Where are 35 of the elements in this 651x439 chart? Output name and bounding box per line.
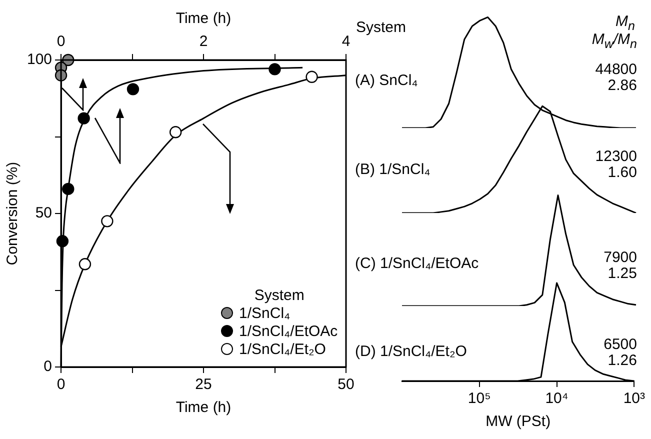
annotation: (B) 1/SnCl₄ [355,161,430,178]
x2-axis-title: Time (h) [176,10,232,28]
annotation: (D) 1/SnCl₄/Et₂O [355,343,467,360]
annotation: 1.60 [608,164,637,181]
annotation: 44800 [595,61,637,78]
x-tick-label: 25 [195,376,212,394]
annotation: 1.25 [608,265,637,282]
annotation: 1.26 [608,352,637,369]
x2-tick-label: 0 [56,33,66,50]
legend-label: 1/SnCl₄/Et₂O [239,341,326,358]
y-tick-label: 50 [35,204,52,222]
x-axis-title: MW (PSt) [486,413,551,430]
legend-title: System [253,287,306,305]
y-tick-label: 100 [26,51,52,68]
x-tick-label: 10³ [623,390,646,408]
annotation: 12300 [595,148,637,165]
x-tick-label: 0 [56,376,66,394]
x-tick-label: 10⁴ [545,390,568,408]
y-tick-label: 0 [44,358,52,376]
annotation: 2.86 [608,77,637,94]
annotation: System [356,19,406,36]
annotation: 6500 [604,336,637,353]
x2-tick-label: 4 [342,33,350,50]
annotation: M$_{w}$/M$_{n}$ [592,31,637,52]
annotation: (C) 1/SnCl₄/EtOAc [355,255,479,272]
x2-tick-label: 2 [199,33,208,50]
x-tick-label: 50 [338,376,354,394]
annotation: (A) SnCl₄ [355,72,418,89]
x-tick-label: 10⁵ [468,390,491,408]
legend-label: 1/SnCl₄ [239,305,290,322]
x-axis-title: Time (h) [176,399,232,416]
y-axis-title: Conversion (%) [4,162,22,266]
legend-label: 1/SnCl₄/EtOAc [239,323,338,340]
annotation: 7900 [604,249,637,266]
annotation: M$_{n}$ [616,13,635,33]
